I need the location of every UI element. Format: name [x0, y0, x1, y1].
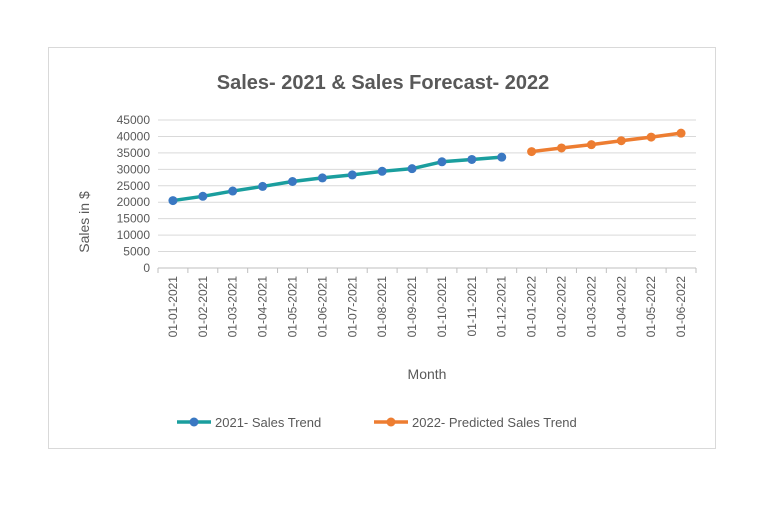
axes: 0 5000 10000 15000 20000 25000 30000 35000 40000…: [117, 113, 697, 338]
data-point: [347, 170, 357, 180]
data-point: [228, 186, 238, 196]
x-tick-label: 01-01-2021: [166, 276, 180, 338]
data-point: [586, 140, 596, 150]
data-point: [377, 166, 387, 176]
x-tick-label: 01-10-2021: [435, 276, 449, 338]
data-point: [317, 173, 327, 183]
y-tick-label: 0: [143, 261, 150, 275]
y-tick-label: 30000: [117, 162, 151, 176]
x-tick-label: 01-06-2021: [315, 276, 329, 338]
chart-frame: Sales- 2021 & Sales Forecast- 2022 0 5000…: [48, 47, 716, 449]
y-tick-label: 45000: [117, 113, 151, 127]
series-line: [531, 131, 682, 154]
y-axis-title: Sales in $: [76, 191, 92, 253]
sales-line-chart: Sales- 2021 & Sales Forecast- 2022 0 5000…: [76, 72, 697, 430]
legend-item-2: 2022- Predicted Sales Trend: [374, 415, 577, 430]
data-point: [557, 143, 566, 153]
x-tick-label: 01-07-2021: [345, 276, 359, 338]
y-tick-label: 35000: [117, 146, 151, 160]
data-point: [437, 157, 447, 167]
y-tick-label: 20000: [117, 195, 151, 209]
x-tick-label: 01-02-2021: [196, 276, 210, 338]
y-tick-label: 10000: [117, 228, 151, 242]
x-tick-label: 01-12-2021: [495, 276, 509, 338]
y-tick-label: 5000: [123, 245, 150, 259]
x-tick-label: 01-05-2021: [286, 276, 300, 338]
x-tick-label: 01-11-2021: [465, 276, 479, 337]
legend-item-1: 2021- Sales Trend: [177, 415, 321, 430]
series-line: [172, 155, 502, 203]
x-tick-label: 01-06-2022: [674, 276, 688, 338]
x-tick-label: 01-03-2022: [584, 276, 598, 338]
x-axis-title: Month: [408, 366, 447, 382]
legend-swatch-marker: [189, 417, 199, 427]
grid-lines: [158, 119, 696, 253]
y-tick-label: 15000: [117, 212, 151, 226]
x-tick-label: 01-05-2022: [644, 276, 658, 338]
legend-swatch-marker: [386, 417, 396, 427]
data-point: [676, 128, 686, 138]
legend: 2021- Sales Trend 2022- Predicted Sales T…: [177, 415, 577, 430]
legend-label: 2021- Sales Trend: [215, 415, 321, 430]
data-point: [198, 191, 208, 201]
data-point: [407, 164, 417, 174]
data-point: [168, 196, 178, 206]
chart-title: Sales- 2021 & Sales Forecast- 2022: [217, 72, 549, 94]
y-tick-label: 25000: [117, 179, 151, 193]
series-1: [168, 152, 507, 206]
x-tick-label: 01-09-2021: [405, 276, 419, 338]
x-tick-label: 01-03-2021: [226, 276, 240, 338]
data-point: [527, 147, 537, 157]
data-point: [646, 132, 656, 142]
legend-label: 2022- Predicted Sales Trend: [412, 415, 577, 430]
data-point: [497, 152, 507, 162]
x-tick-label: 01-04-2021: [256, 276, 270, 338]
x-tick-label: 01-01-2022: [525, 276, 539, 338]
series-2: [527, 128, 686, 157]
data-point: [616, 136, 626, 146]
data-point: [288, 177, 297, 187]
data-point: [258, 181, 268, 191]
x-tick-label: 01-02-2022: [555, 276, 569, 338]
y-tick-label: 40000: [117, 129, 151, 143]
series-layer: [168, 128, 686, 206]
x-tick-label: 01-08-2021: [375, 276, 389, 338]
x-tick-label: 01-04-2022: [614, 276, 628, 338]
data-point: [467, 154, 477, 164]
